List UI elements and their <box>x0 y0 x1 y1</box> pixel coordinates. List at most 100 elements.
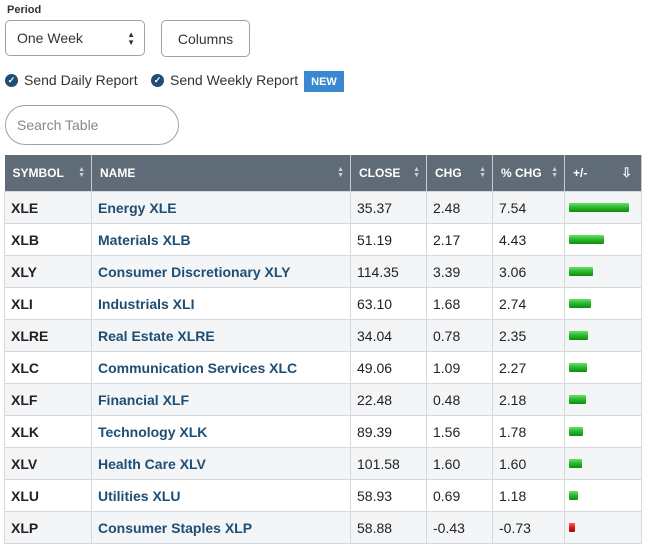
name-link[interactable]: Consumer Staples XLP <box>91 511 351 544</box>
pct-chg-cell: 2.18 <box>492 383 565 416</box>
positive-change-bar <box>569 363 587 372</box>
name-link[interactable]: Financial XLF <box>91 383 351 416</box>
table-row[interactable]: XLV Health Care XLV 101.58 1.60 1.60 <box>4 447 642 480</box>
table-row[interactable]: XLC Communication Services XLC 49.06 1.09 2.… <box>4 351 642 384</box>
sort-arrows-icon: ▲ ▼ <box>551 166 558 179</box>
positive-change-bar <box>569 235 604 244</box>
positive-change-bar <box>569 491 578 500</box>
period-label: Period <box>7 4 42 16</box>
chg-cell: 1.60 <box>426 447 493 480</box>
chg-cell: 1.09 <box>426 351 493 384</box>
name-link[interactable]: Energy XLE <box>91 191 351 224</box>
header-name[interactable]: NAME ▲ ▼ <box>91 155 351 192</box>
table-row[interactable]: XLF Financial XLF 22.48 0.48 2.18 <box>4 383 642 416</box>
header-symbol[interactable]: SYMBOL ▲ ▼ <box>4 155 92 192</box>
change-bar-cell <box>564 223 642 256</box>
symbol-cell: XLC <box>4 351 92 384</box>
sort-arrows-icon: ▲ ▼ <box>78 166 85 179</box>
symbol-cell: XLI <box>4 287 92 320</box>
table-row[interactable]: XLRE Real Estate XLRE 34.04 0.78 2.35 <box>4 319 642 352</box>
chg-cell: 2.17 <box>426 223 493 256</box>
close-cell: 49.06 <box>350 351 427 384</box>
change-bar-cell <box>564 287 642 320</box>
positive-change-bar <box>569 267 593 276</box>
symbol-cell: XLRE <box>4 319 92 352</box>
columns-button[interactable]: Columns <box>161 20 250 57</box>
chg-cell: 0.78 <box>426 319 493 352</box>
sort-descending-icon: ⇩ <box>621 165 632 180</box>
symbol-cell: XLE <box>4 191 92 224</box>
table-row[interactable]: XLY Consumer Discretionary XLY 114.35 3.39 3… <box>4 255 642 288</box>
header-pct-chg[interactable]: % CHG ▲ ▼ <box>492 155 565 192</box>
table-row[interactable]: XLU Utilities XLU 58.93 0.69 1.18 <box>4 479 642 512</box>
positive-change-bar <box>569 299 591 308</box>
header-bar[interactable]: +/- ⇩ <box>564 155 642 192</box>
change-bar-cell <box>564 191 642 224</box>
pct-chg-cell: -0.73 <box>492 511 565 544</box>
pct-chg-cell: 2.74 <box>492 287 565 320</box>
pct-chg-cell: 2.27 <box>492 351 565 384</box>
symbol-cell: XLB <box>4 223 92 256</box>
name-link[interactable]: Utilities XLU <box>91 479 351 512</box>
close-cell: 58.88 <box>350 511 427 544</box>
change-bar-cell <box>564 383 642 416</box>
send-weekly-report-label: Send Weekly Report <box>170 72 299 88</box>
positive-change-bar <box>569 427 583 436</box>
change-bar-cell <box>564 511 642 544</box>
table-header-row: SYMBOL ▲ ▼ NAME ▲ ▼ CLOSE ▲ ▼ CHG ▲ ▼ % CHG ▲ ▼ +/… <box>4 155 642 192</box>
table-row[interactable]: XLE Energy XLE 35.37 2.48 7.54 <box>4 191 642 224</box>
positive-change-bar <box>569 459 582 468</box>
positive-change-bar <box>569 331 588 340</box>
close-cell: 51.19 <box>350 223 427 256</box>
check-circle-icon: ✓ <box>151 73 164 87</box>
header-close[interactable]: CLOSE ▲ ▼ <box>350 155 427 192</box>
table-row[interactable]: XLI Industrials XLI 63.10 1.68 2.74 <box>4 287 642 320</box>
sort-arrows-icon: ▲ ▼ <box>479 166 486 179</box>
send-daily-report-label: Send Daily Report <box>24 72 138 88</box>
name-link[interactable]: Health Care XLV <box>91 447 351 480</box>
table-row[interactable]: XLB Materials XLB 51.19 2.17 4.43 <box>4 223 642 256</box>
sector-table: SYMBOL ▲ ▼ NAME ▲ ▼ CLOSE ▲ ▼ CHG ▲ ▼ % CHG ▲ ▼ +/… <box>4 155 642 544</box>
send-daily-report-toggle[interactable]: ✓ Send Daily Report <box>5 72 138 88</box>
pct-chg-cell: 1.60 <box>492 447 565 480</box>
name-link[interactable]: Technology XLK <box>91 415 351 448</box>
pct-chg-cell: 1.78 <box>492 415 565 448</box>
sort-arrows-icon: ▲ ▼ <box>413 166 420 179</box>
chg-cell: 0.48 <box>426 383 493 416</box>
table-row[interactable]: XLK Technology XLK 89.39 1.56 1.78 <box>4 415 642 448</box>
positive-change-bar <box>569 203 629 212</box>
close-cell: 35.37 <box>350 191 427 224</box>
header-chg[interactable]: CHG ▲ ▼ <box>426 155 493 192</box>
symbol-cell: XLU <box>4 479 92 512</box>
chg-cell: 0.69 <box>426 479 493 512</box>
search-input[interactable] <box>5 105 179 145</box>
pct-chg-cell: 4.43 <box>492 223 565 256</box>
chg-cell: 1.68 <box>426 287 493 320</box>
close-cell: 101.58 <box>350 447 427 480</box>
symbol-cell: XLF <box>4 383 92 416</box>
negative-change-bar <box>569 523 575 532</box>
close-cell: 63.10 <box>350 287 427 320</box>
name-link[interactable]: Industrials XLI <box>91 287 351 320</box>
table-row[interactable]: XLP Consumer Staples XLP 58.88 -0.43 -0.73 <box>4 511 642 544</box>
change-bar-cell <box>564 479 642 512</box>
send-weekly-report-toggle[interactable]: ✓ Send Weekly Report <box>151 72 298 88</box>
name-link[interactable]: Materials XLB <box>91 223 351 256</box>
pct-chg-cell: 1.18 <box>492 479 565 512</box>
close-cell: 22.48 <box>350 383 427 416</box>
symbol-cell: XLY <box>4 255 92 288</box>
period-select[interactable]: One Week ▲ ▼ <box>5 20 145 56</box>
name-link[interactable]: Communication Services XLC <box>91 351 351 384</box>
chg-cell: -0.43 <box>426 511 493 544</box>
close-cell: 34.04 <box>350 319 427 352</box>
chg-cell: 3.39 <box>426 255 493 288</box>
name-link[interactable]: Real Estate XLRE <box>91 319 351 352</box>
close-cell: 114.35 <box>350 255 427 288</box>
new-badge: NEW <box>304 71 344 92</box>
symbol-cell: XLV <box>4 447 92 480</box>
close-cell: 58.93 <box>350 479 427 512</box>
close-cell: 89.39 <box>350 415 427 448</box>
chg-cell: 1.56 <box>426 415 493 448</box>
sort-arrows-icon: ▲ ▼ <box>337 166 344 179</box>
name-link[interactable]: Consumer Discretionary XLY <box>91 255 351 288</box>
